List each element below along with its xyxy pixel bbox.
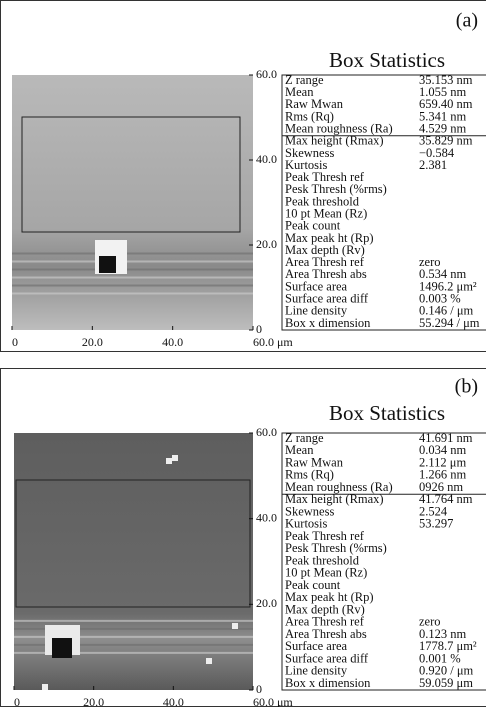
panel-title: Box Statistics	[329, 48, 445, 72]
y-tick-label: 40.0	[256, 510, 277, 524]
stat-value: 53.297	[419, 517, 453, 531]
afm-image	[12, 75, 253, 330]
x-tick-label: 60.0 μm	[253, 695, 293, 707]
x-tick-label: 20.0	[83, 695, 104, 707]
dark-feature	[52, 638, 72, 658]
y-tick-label: 20.0	[256, 237, 277, 251]
panel-label: (a)	[456, 10, 478, 32]
x-tick-label: 60.0 μm	[253, 335, 293, 349]
stat-name: Box x dimension	[285, 676, 371, 690]
panel-title: Box Statistics	[329, 401, 445, 425]
figure: (a) Box Statistics 60.0 40.0 20.0 0 0 20.0 40.0 6…	[0, 0, 486, 707]
dark-feature	[99, 256, 116, 273]
stat-value: 2.381	[419, 158, 447, 172]
bright-spot	[42, 684, 48, 690]
stat-name: Box x dimension	[285, 316, 371, 330]
bright-spot	[206, 658, 212, 664]
y-tick-label: 60.0	[256, 425, 277, 439]
x-tick-label: 20.0	[82, 335, 103, 349]
x-tick-label: 40.0	[162, 335, 183, 349]
bright-spot	[172, 455, 178, 461]
bright-spot	[166, 458, 172, 464]
panel-label: (b)	[455, 376, 478, 398]
x-tick-label: 40.0	[163, 695, 184, 707]
y-tick-label: 60.0	[256, 67, 277, 81]
x-tick-label: 0	[14, 695, 20, 707]
stat-value: 55.294 / μm	[419, 316, 480, 330]
bright-spot	[232, 623, 238, 629]
stat-value: 59.059 μm	[419, 676, 473, 690]
y-tick-label: 40.0	[256, 152, 277, 166]
y-tick-label: 20.0	[256, 596, 277, 610]
y-tick-label: 0	[256, 322, 262, 336]
y-tick-label: 0	[256, 682, 262, 696]
x-tick-label: 0	[12, 335, 18, 349]
